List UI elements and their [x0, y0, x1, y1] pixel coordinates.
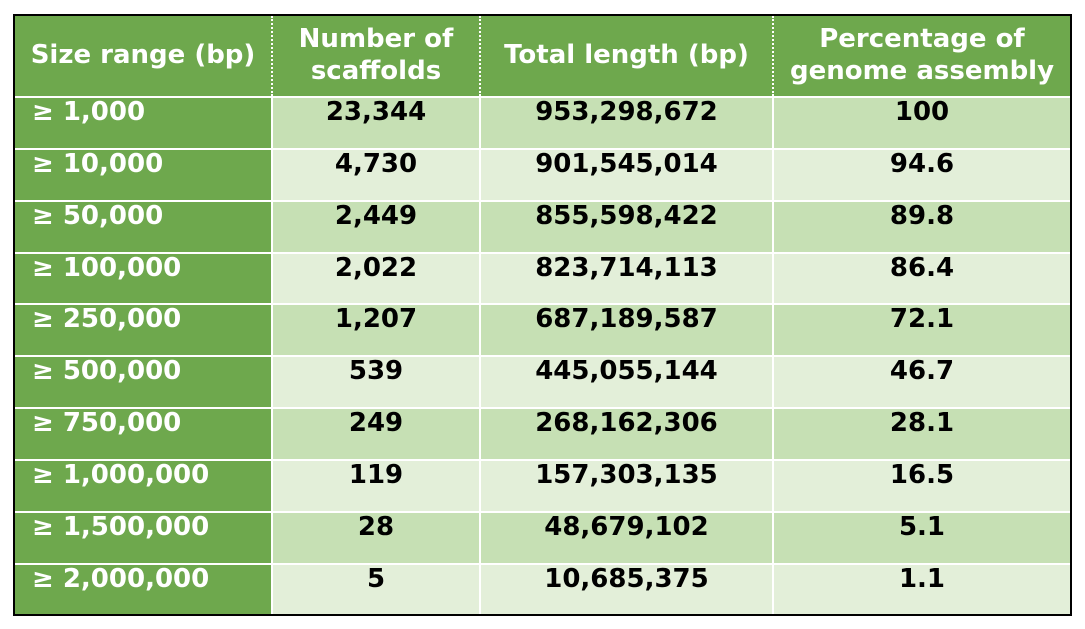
scaffold-count-cell: 2,449	[271, 199, 480, 253]
size-range-cell: ≥ 750,000	[15, 407, 272, 461]
total-length-cell: 48,679,102	[479, 510, 773, 564]
size-range-cell: ≥ 10,000	[15, 147, 272, 201]
col-header-num-scaffolds: Number of scaffolds	[271, 16, 480, 97]
percentage-cell: 94.6	[772, 147, 1070, 201]
total-length-cell: 687,189,587	[479, 303, 773, 357]
scaffold-count-cell: 5	[271, 562, 480, 614]
total-length-cell: 823,714,113	[479, 251, 773, 305]
total-length-cell: 10,685,375	[479, 562, 773, 614]
col-header-total-length: Total length (bp)	[479, 16, 773, 97]
total-length-cell: 901,545,014	[479, 147, 773, 201]
scaffold-count-cell: 539	[271, 355, 480, 409]
col-header-size-range: Size range (bp)	[15, 16, 272, 97]
size-range-cell: ≥ 1,000,000	[15, 459, 272, 512]
size-range-cell: ≥ 250,000	[15, 303, 272, 357]
scaffold-count-cell: 2,022	[271, 251, 480, 305]
size-range-cell: ≥ 2,000,000	[15, 562, 272, 614]
scaffold-count-cell: 23,344	[271, 96, 480, 149]
total-length-cell: 268,162,306	[479, 407, 773, 461]
table-row: ≥ 100,000 2,022 823,714,113 86.4	[15, 251, 1070, 305]
assembly-stats-table: Size range (bp) Number of scaffolds Tota…	[13, 14, 1072, 616]
percentage-cell: 89.8	[772, 199, 1070, 253]
size-range-cell: ≥ 1,500,000	[15, 510, 272, 564]
percentage-cell: 86.4	[772, 251, 1070, 305]
table-row: ≥ 1,000 23,344 953,298,672 100	[15, 96, 1070, 149]
total-length-cell: 953,298,672	[479, 96, 773, 149]
size-range-cell: ≥ 500,000	[15, 355, 272, 409]
scaffold-count-cell: 119	[271, 459, 480, 512]
total-length-cell: 445,055,144	[479, 355, 773, 409]
scaffold-size-table: Size range (bp) Number of scaffolds Tota…	[15, 16, 1070, 614]
total-length-cell: 855,598,422	[479, 199, 773, 253]
col-header-percentage: Percentage of genome assembly	[772, 16, 1070, 97]
table-row: ≥ 500,000 539 445,055,144 46.7	[15, 355, 1070, 409]
scaffold-count-cell: 28	[271, 510, 480, 564]
percentage-cell: 1.1	[772, 562, 1070, 614]
total-length-cell: 157,303,135	[479, 459, 773, 512]
scaffold-count-cell: 249	[271, 407, 480, 461]
scaffold-count-cell: 4,730	[271, 147, 480, 201]
percentage-cell: 72.1	[772, 303, 1070, 357]
scaffold-count-cell: 1,207	[271, 303, 480, 357]
table-row: ≥ 2,000,000 5 10,685,375 1.1	[15, 562, 1070, 614]
table-row: ≥ 1,500,000 28 48,679,102 5.1	[15, 510, 1070, 564]
size-range-cell: ≥ 100,000	[15, 251, 272, 305]
percentage-cell: 100	[772, 96, 1070, 149]
table-row: ≥ 10,000 4,730 901,545,014 94.6	[15, 147, 1070, 201]
table-row: ≥ 250,000 1,207 687,189,587 72.1	[15, 303, 1070, 357]
percentage-cell: 16.5	[772, 459, 1070, 512]
table-row: ≥ 750,000 249 268,162,306 28.1	[15, 407, 1070, 461]
table-row: ≥ 50,000 2,449 855,598,422 89.8	[15, 199, 1070, 253]
percentage-cell: 46.7	[772, 355, 1070, 409]
table-header: Size range (bp) Number of scaffolds Tota…	[15, 16, 1070, 97]
size-range-cell: ≥ 1,000	[15, 96, 272, 149]
table-row: ≥ 1,000,000 119 157,303,135 16.5	[15, 459, 1070, 512]
percentage-cell: 5.1	[772, 510, 1070, 564]
table-body: ≥ 1,000 23,344 953,298,672 100 ≥ 10,000 …	[15, 96, 1070, 614]
size-range-cell: ≥ 50,000	[15, 199, 272, 253]
header-row: Size range (bp) Number of scaffolds Tota…	[15, 16, 1070, 97]
percentage-cell: 28.1	[772, 407, 1070, 461]
